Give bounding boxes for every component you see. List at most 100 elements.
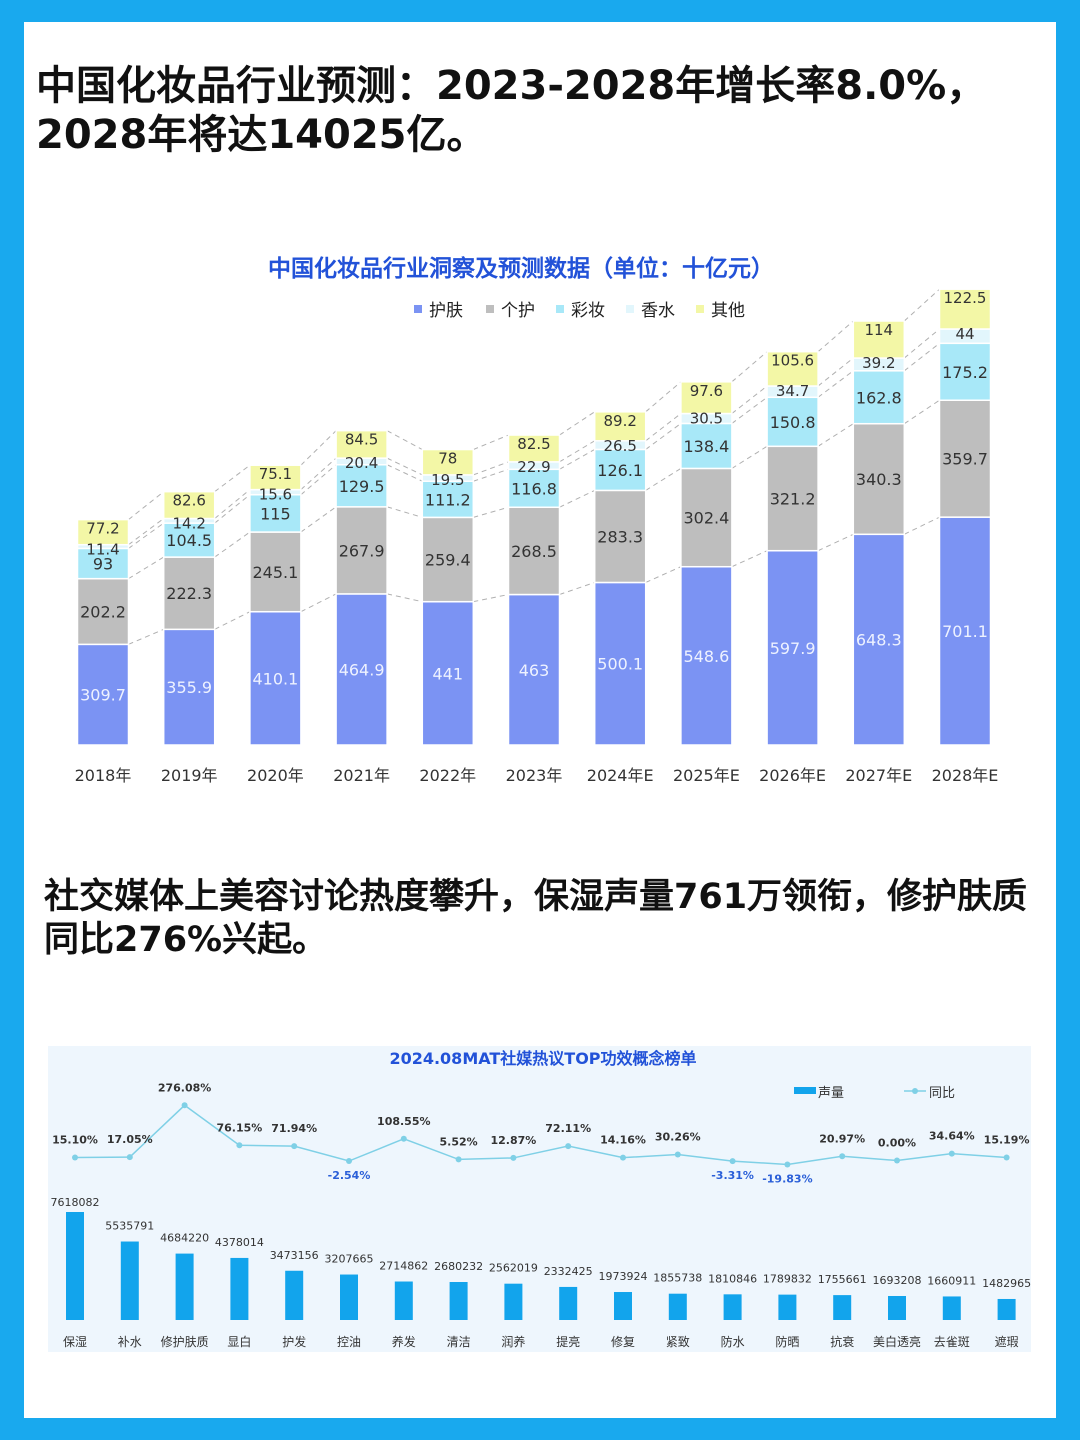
data-label-7-3: 30.5	[690, 410, 723, 428]
yoy-point-10	[620, 1154, 626, 1161]
volume-bar-2	[175, 1253, 194, 1320]
data-label-3-0: 464.9	[339, 660, 385, 679]
yoy-label-6: 108.55%	[377, 1115, 430, 1128]
legend-swatch-volume	[794, 1087, 816, 1094]
yoy-label-5: -2.54%	[328, 1169, 371, 1182]
headline-social-media: 社交媒体上美容讨论热度攀升，保湿声量761万领衔，修护肤质同比276%兴起。	[44, 877, 1028, 960]
data-label-2-2: 115	[260, 504, 291, 523]
trend-line-4-5	[473, 434, 509, 451]
yoy-label-12: -3.31%	[711, 1169, 754, 1182]
yoy-label-1: 17.05%	[107, 1133, 153, 1146]
bar-2-0	[249, 610, 302, 746]
legend-marker-yoy	[912, 1088, 918, 1094]
trend-line-0-4	[128, 518, 164, 546]
data-label-10-0: 701.1	[942, 622, 988, 641]
trend-line-8-5	[817, 320, 854, 353]
data-label-9-4: 114	[864, 321, 893, 339]
x-tick-6: 2024年E	[587, 766, 654, 785]
chart2-volume-bars: 7618082 5535791 4684220 4378014 3473156 32076…	[51, 1196, 1031, 1320]
trend-line-4-4	[473, 461, 509, 476]
bar-0-0	[76, 643, 130, 746]
bar-1-1	[162, 556, 216, 631]
trend-line-9-5	[903, 288, 940, 322]
trend-line-8-3	[817, 370, 854, 398]
data-label-4-2: 111.2	[425, 490, 471, 509]
data-label-0-0: 309.7	[80, 686, 126, 705]
data-label-10-4: 122.5	[944, 289, 987, 307]
bar-1-4	[162, 490, 216, 520]
volume-label-6: 2714862	[379, 1260, 428, 1273]
yoy-point-7	[455, 1156, 462, 1163]
x-tick-3: 2021年	[333, 766, 390, 785]
trend-line-6-3	[645, 423, 682, 450]
yoy-label-10: 14.16%	[600, 1134, 646, 1147]
trend-line-0-5	[128, 491, 165, 521]
x-tick-1: 2019年	[161, 766, 218, 785]
volume-bar-9	[559, 1286, 578, 1320]
volume-label-3: 4378014	[215, 1236, 264, 1249]
data-label-7-0: 548.6	[683, 647, 729, 666]
yoy-point-11	[674, 1151, 681, 1158]
volume-bar-5	[340, 1274, 358, 1320]
category-label-11: 紧致	[666, 1335, 690, 1349]
yoy-point-4	[291, 1143, 298, 1150]
data-label-1-2: 104.5	[166, 531, 212, 550]
chart1-legend: 护肤 个护 彩妆 香水 其他	[414, 301, 745, 321]
trend-line-7-2	[731, 445, 768, 469]
bar-6-1	[593, 489, 647, 584]
yoy-label-13: -19.83%	[762, 1172, 812, 1185]
trend-line-1-4	[214, 489, 251, 519]
volume-label-14: 1755661	[818, 1273, 867, 1286]
stacked-bar-chart-cosmetics: 中国化妆品行业洞察及预测数据（单位：十亿元） 护肤 个护 彩妆 香水 其他 309.7 2…	[56, 240, 1026, 800]
legend-swatch-4	[696, 305, 704, 313]
bar-3-0	[335, 593, 388, 746]
data-label-9-0: 648.3	[856, 631, 902, 650]
volume-label-8: 2562019	[489, 1262, 538, 1275]
trend-line-6-2	[645, 468, 682, 491]
category-label-3: 显白	[227, 1334, 251, 1349]
data-label-4-3: 19.5	[431, 471, 464, 489]
trend-line-8-1	[817, 533, 854, 552]
data-label-0-2: 93	[93, 555, 113, 574]
volume-label-17: 1482965	[982, 1277, 1031, 1290]
trend-line-8-2	[817, 423, 854, 447]
trend-line-2-1	[300, 593, 337, 613]
category-label-1: 补水	[118, 1335, 142, 1349]
data-label-8-2: 150.8	[770, 413, 816, 432]
volume-label-16: 1660911	[927, 1274, 976, 1287]
bar-3-1	[335, 506, 388, 595]
legend-swatch-1	[486, 305, 494, 313]
trend-line-9-3	[903, 342, 940, 372]
trend-line-9-2	[904, 399, 940, 425]
category-label-4: 护发	[282, 1334, 306, 1349]
yoy-line	[74, 1104, 1007, 1166]
volume-bar-12	[723, 1294, 742, 1320]
bar-10-1	[938, 399, 992, 518]
legend-label-1: 个护	[501, 301, 535, 321]
category-label-0: 保湿	[63, 1334, 87, 1349]
bar-6-2	[593, 448, 647, 492]
volume-label-13: 1789832	[763, 1273, 812, 1286]
volume-label-5: 3207665	[325, 1253, 374, 1266]
yoy-point-13	[784, 1161, 791, 1168]
bar-7-2	[680, 422, 733, 470]
combo-chart-efficacy-concepts: 2024.08MAT社媒热议TOP功效概念榜单 声量 同比 15.10% 17.05…	[48, 1046, 1031, 1352]
volume-label-10: 1973924	[599, 1270, 648, 1283]
bar-9-4	[852, 320, 906, 359]
yoy-point-0	[72, 1154, 78, 1161]
data-label-7-2: 138.4	[683, 437, 729, 456]
bar-1-0	[162, 628, 216, 746]
bar-5-1	[507, 506, 561, 596]
trend-line-8-4	[817, 357, 854, 387]
data-label-5-0: 463	[519, 661, 550, 680]
data-label-5-2: 116.8	[511, 479, 557, 498]
yoy-label-14: 20.97%	[819, 1132, 865, 1145]
trend-line-6-4	[645, 413, 682, 442]
trend-line-6-5	[645, 381, 682, 413]
chart2-yoy-line: 15.10% 17.05% 276.08% 76.15% 71.94% -2.54% 108…	[52, 1081, 1029, 1185]
data-label-8-1: 321.2	[770, 489, 816, 508]
volume-bar-15	[888, 1295, 906, 1320]
bar-4-0	[421, 600, 475, 746]
trend-line-7-5	[731, 351, 768, 383]
